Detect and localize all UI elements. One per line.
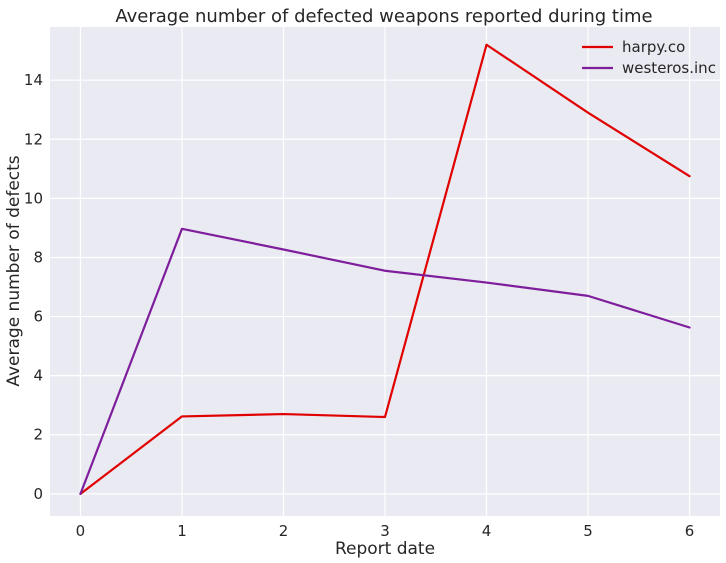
y-tick-label: 10: [24, 189, 43, 207]
y-tick-label: 0: [33, 485, 43, 503]
x-tick-label: 0: [76, 522, 86, 540]
legend: harpy.co westeros.inc: [582, 38, 716, 77]
y-tick-label: 6: [33, 308, 43, 326]
legend-label-0: harpy.co: [622, 38, 685, 56]
y-tick-label: 2: [33, 426, 43, 444]
y-tick-label: 12: [24, 130, 43, 148]
x-tick-label: 4: [482, 522, 492, 540]
x-tick-label: 6: [685, 522, 695, 540]
grid-lines: [50, 27, 720, 516]
x-tick-label: 1: [177, 522, 187, 540]
y-axis-ticks: 0 2 4 6 8 10 12 14: [24, 71, 43, 503]
series-line-1: [79, 227, 691, 495]
x-tick-label: 5: [583, 522, 593, 540]
x-axis-label: Report date: [335, 539, 435, 559]
y-axis-label: Average number of defects: [4, 155, 24, 386]
series-line-0: [79, 43, 691, 495]
y-tick-label: 8: [33, 248, 43, 266]
y-tick-label: 4: [33, 367, 43, 385]
x-tick-label: 2: [279, 522, 289, 540]
legend-label-1: westeros.inc: [622, 59, 716, 77]
x-axis-ticks: 0 1 2 3 4 5 6: [76, 522, 695, 540]
x-tick-label: 3: [380, 522, 390, 540]
y-tick-label: 14: [24, 71, 43, 89]
series-lines: [79, 43, 691, 495]
chart-title: Average number of defected weapons repor…: [115, 6, 652, 27]
